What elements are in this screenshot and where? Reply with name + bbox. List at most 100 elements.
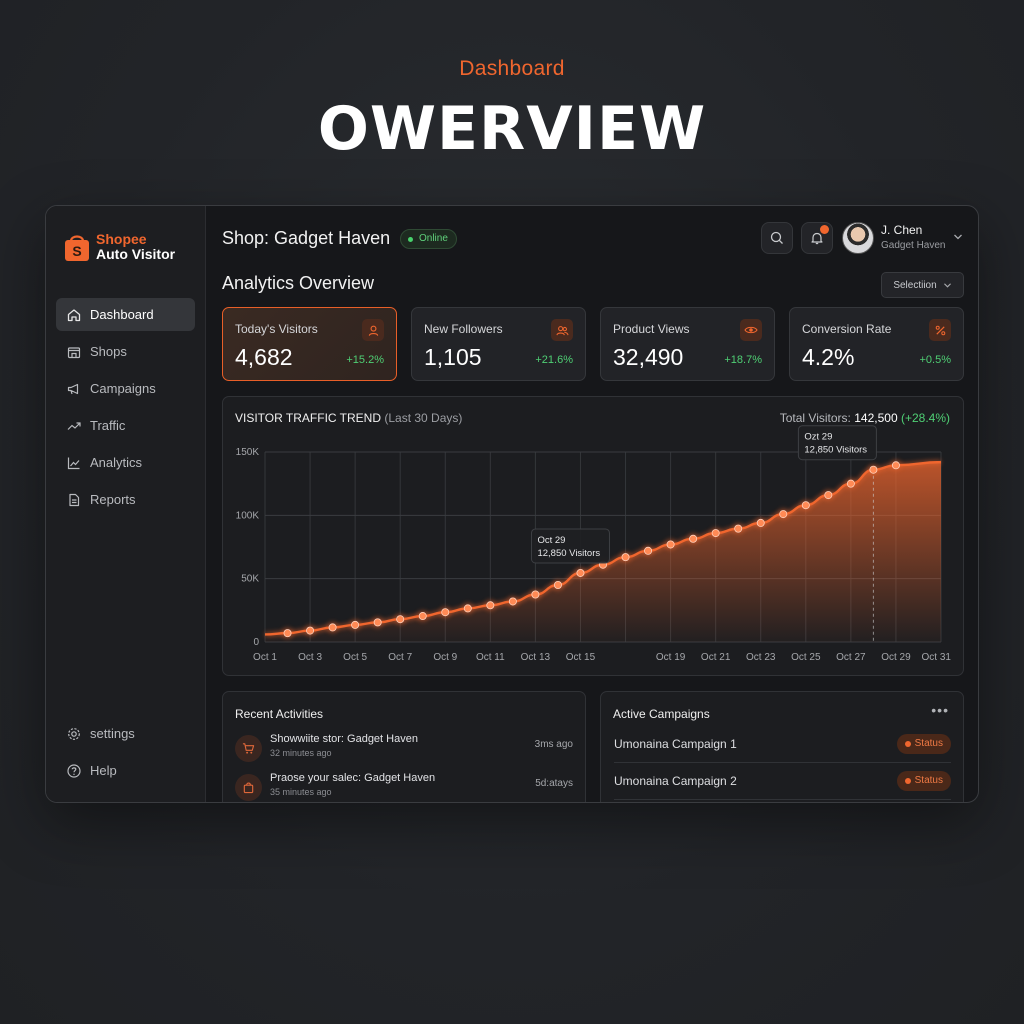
sidebar-item-traffic[interactable]: Traffic [56, 409, 195, 442]
sidebar-item-help[interactable]: Help [56, 754, 195, 787]
x-tick-label: Oct 5 [343, 652, 367, 663]
recent-activities-panel: Recent Activities Showwiite stor: Gadget… [222, 691, 586, 802]
y-tick-label: 100K [236, 510, 260, 521]
chart-title: VISITOR TRAFFIC TREND (Last 30 Days) [235, 411, 462, 425]
x-tick-label: Oct 11 [476, 652, 505, 663]
activity-text: Praose your salec: Gadget Haven [270, 772, 436, 784]
data-point [711, 529, 720, 538]
x-tick-label: Oct 31 [922, 652, 952, 663]
avatar[interactable] [842, 222, 874, 254]
svg-text:S: S [72, 243, 81, 259]
x-tick-label: Oct 15 [566, 652, 596, 663]
data-point [486, 601, 495, 610]
sidebar-item-reports[interactable]: Reports [56, 483, 195, 516]
data-point [328, 623, 337, 632]
stat-label: New Followers [424, 322, 503, 336]
stat-label: Today's Visitors [235, 322, 318, 336]
activity-meta: 5d:atays [535, 778, 573, 789]
data-point [306, 626, 315, 635]
brand-logo-group[interactable]: S Shopee Auto Visitor [63, 231, 175, 263]
data-point [734, 524, 743, 533]
sidebar-item-campaigns[interactable]: Campaigns [56, 372, 195, 405]
x-tick-label: Oct 9 [433, 652, 457, 663]
stat-card-followers[interactable]: New Followers 1,105 +21.6% [411, 307, 586, 381]
gear-icon [68, 727, 80, 740]
campaign-name: Umonaina Campaign 2 [614, 774, 737, 788]
sidebar-item-label: Traffic [90, 418, 126, 433]
x-tick-label: Oct 7 [388, 652, 412, 663]
sidebar-bottom-nav: settings Help [56, 717, 195, 791]
chart-title-main: VISITOR TRAFFIC TREND [235, 411, 382, 425]
stat-value: 4.2% [802, 344, 855, 370]
status-badge: Online [400, 229, 457, 249]
traffic-chart-card: VISITOR TRAFFIC TREND (Last 30 Days) Tot… [222, 396, 964, 676]
main-content: Shop: Gadget Haven Online J. Chen Gadget… [207, 206, 978, 802]
activity-item[interactable]: Showwiite stor: Gadget Haven 32 minutes … [235, 733, 573, 767]
user-shop: Gadget Haven [881, 240, 946, 251]
data-point [824, 491, 833, 500]
user-name: J. Chen [881, 223, 923, 237]
chart-icon [67, 457, 80, 469]
data-point [846, 479, 855, 488]
campaign-row[interactable]: Umonaina Campaign 1 Status [614, 726, 951, 763]
tooltip-date: Oct 29 [537, 535, 565, 546]
activity-time: 35 minutes ago [270, 787, 332, 797]
sidebar-item-shops[interactable]: Shops [56, 335, 195, 368]
search-icon [770, 231, 783, 244]
data-point [801, 501, 810, 510]
sidebar-item-label: Reports [90, 492, 136, 507]
tooltip-box [530, 528, 610, 564]
chevron-down-icon[interactable] [953, 233, 963, 241]
sidebar: S Shopee Auto Visitor Dashboard Shops Ca… [46, 206, 206, 802]
x-tick-label: Oct 25 [791, 652, 821, 663]
stat-value: 4,682 [235, 344, 293, 370]
data-point [373, 618, 382, 627]
bell-icon [811, 232, 823, 245]
x-tick-label: Oct 3 [298, 652, 322, 663]
cart-icon [235, 735, 262, 762]
data-point [508, 597, 517, 606]
stat-card-conversion[interactable]: Conversion Rate 4.2% +0.5% [789, 307, 964, 381]
sidebar-item-settings[interactable]: settings [56, 717, 195, 750]
data-point [351, 620, 360, 629]
tooltip-date: Ozt 29 [804, 432, 832, 443]
x-tick-label: Oct 27 [836, 652, 866, 663]
data-point [779, 510, 788, 519]
sidebar-item-label: Analytics [90, 455, 143, 470]
data-point [418, 612, 427, 621]
data-point [531, 590, 540, 599]
search-button[interactable] [761, 222, 793, 254]
section-title: Analytics Overview [222, 273, 375, 293]
activity-item[interactable]: Praose your salec: Gadget Haven 35 minut… [235, 772, 573, 802]
campaign-name: Umonaina Campaign 1 [614, 737, 737, 751]
stat-card-product-views[interactable]: Product Views 32,490 +18.7% [600, 307, 775, 381]
sidebar-item-analytics[interactable]: Analytics [56, 446, 195, 479]
user-icon [362, 319, 384, 341]
data-point [621, 553, 630, 562]
notifications-button[interactable] [801, 222, 833, 254]
x-tick-label: Oct 13 [521, 652, 551, 663]
sidebar-item-dashboard[interactable]: Dashboard [56, 298, 195, 331]
more-options-button[interactable]: ••• [931, 702, 949, 718]
stat-card-visitors[interactable]: Today's Visitors 4,682 +15.2% [222, 307, 397, 381]
tooltip-value: 12,850 Visitors [537, 548, 600, 559]
sidebar-item-label: settings [90, 726, 135, 741]
status-badge[interactable]: Status [896, 771, 951, 791]
bag-icon [235, 774, 262, 801]
traffic-chart[interactable]: 0 50K 100K 150K Oct 1 Oct 3 Oct 5 Oct 7 Oct 9 Oct… [223, 397, 965, 677]
chevron-down-icon [943, 282, 951, 288]
store-icon [67, 346, 81, 358]
y-tick-label: 0 [253, 637, 259, 648]
panel-title: Active Campaigns [613, 707, 710, 721]
page-title: Shop: Gadget Haven [222, 228, 391, 248]
sidebar-nav: Dashboard Shops Campaigns Traffic Analyt… [56, 298, 195, 520]
period-select[interactable]: Selectiion [881, 272, 964, 298]
y-tick-label: 150K [236, 447, 260, 458]
campaign-row[interactable]: Umonaina Campaign 2 Status [614, 763, 951, 800]
total-label: Total Visitors: [779, 411, 851, 425]
total-change: (+28.4%) [900, 411, 950, 425]
status-badge[interactable]: Status [896, 734, 951, 754]
app-window: S Shopee Auto Visitor Dashboard Shops Ca… [45, 205, 979, 803]
home-icon [67, 308, 81, 321]
x-tick-label: Oct 21 [701, 652, 731, 663]
